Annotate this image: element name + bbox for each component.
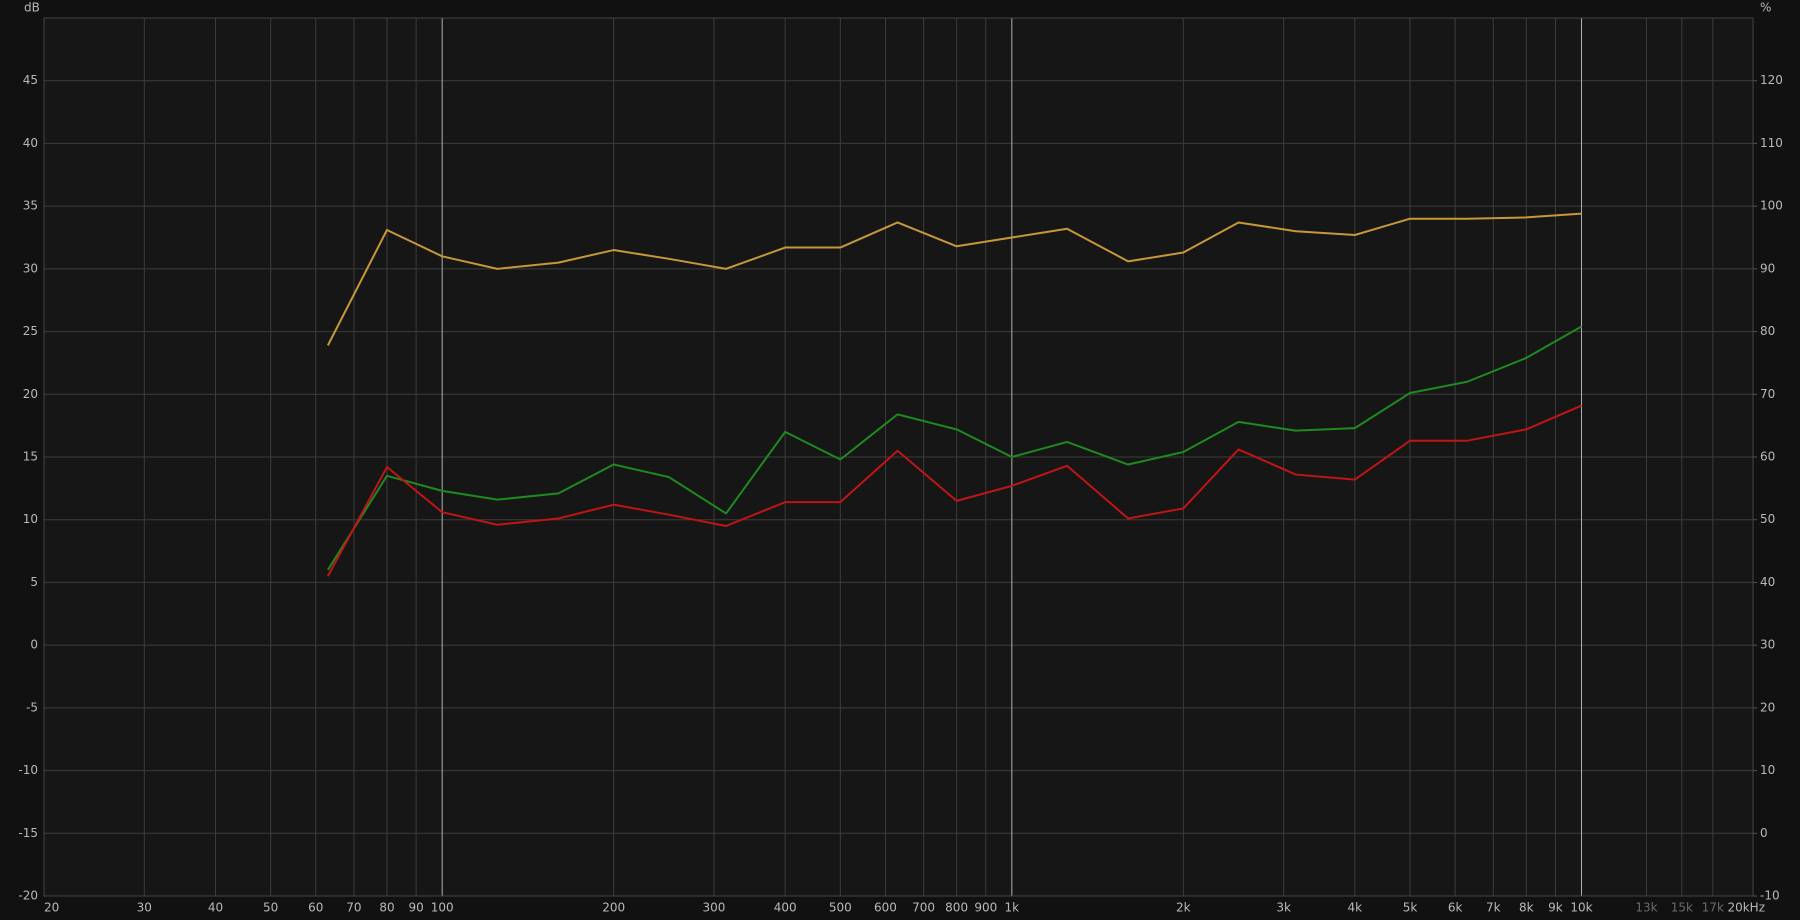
x-tick-label: 17k	[1702, 901, 1724, 915]
y-tick-label: 40	[23, 136, 38, 150]
x-tick-label: 50	[263, 901, 278, 915]
x-tick-label: 7k	[1486, 901, 1501, 915]
x-tick-label: 500	[829, 901, 852, 915]
x-tick-label: 800	[945, 901, 968, 915]
series-line	[326, 404, 1582, 577]
y2-tick-label: 80	[1760, 324, 1775, 338]
x-tick-label: 200	[602, 901, 625, 915]
y2-tick-label: 100	[1760, 199, 1783, 213]
x-tick-label: 100	[431, 901, 454, 915]
x-tick-label: 1k	[1005, 901, 1020, 915]
x-tick-label: 70	[346, 901, 361, 915]
y2-tick-label: 90	[1760, 261, 1775, 275]
x-tick-label: 400	[774, 901, 797, 915]
x-tick-label: 900	[974, 901, 997, 915]
y2-tick-label: 110	[1760, 136, 1783, 150]
y-tick-label: 20	[23, 387, 38, 401]
y-tick-label: 25	[23, 324, 38, 338]
x-tick-label: 40	[208, 901, 223, 915]
x-tick-label: 9k	[1548, 901, 1563, 915]
x-tick-label: 13k	[1635, 901, 1657, 915]
x-tick-label: 3k	[1276, 901, 1291, 915]
series-line	[326, 212, 1582, 346]
x-tick-label: 2k	[1176, 901, 1191, 915]
series-line	[327, 325, 1583, 571]
x-tick-label: 60	[308, 901, 323, 915]
y-tick-label: -15	[18, 826, 38, 840]
x-tick-label: 300	[703, 901, 726, 915]
y-tick-label: -20	[18, 889, 38, 903]
y-tick-label: -5	[26, 700, 38, 714]
y2-tick-label: 70	[1760, 387, 1775, 401]
y2-tick-label: 50	[1760, 512, 1775, 526]
y2-tick-label: 60	[1760, 450, 1775, 464]
x-tick-label: 700	[912, 901, 935, 915]
y-tick-label: 35	[23, 199, 38, 213]
x-tick-label: 15k	[1671, 901, 1693, 915]
y-tick-label: 30	[23, 261, 38, 275]
x-tick-label: 10k	[1570, 901, 1592, 915]
x-tick-label: 600	[874, 901, 897, 915]
y2-tick-label: -10	[1760, 889, 1780, 903]
x-tick-label: 20kHz	[1727, 901, 1765, 915]
x-tick-label: 4k	[1348, 901, 1363, 915]
y2-tick-label: 10	[1760, 763, 1775, 777]
y2-tick-label: 40	[1760, 575, 1775, 589]
y2-axis-label: %	[1760, 1, 1771, 15]
x-tick-label: 30	[137, 901, 152, 915]
x-tick-label: 6k	[1448, 901, 1463, 915]
x-tick-label: 90	[408, 901, 423, 915]
y-axis-label: dB	[24, 1, 40, 15]
y2-tick-label: 0	[1760, 826, 1768, 840]
x-tick-label: 8k	[1519, 901, 1534, 915]
x-tick-label: 80	[379, 901, 394, 915]
y2-tick-label: 120	[1760, 73, 1783, 87]
y2-tick-label: 30	[1760, 638, 1775, 652]
plot-border	[43, 17, 1754, 897]
y-tick-label: 10	[23, 512, 38, 526]
y-tick-label: -10	[18, 763, 38, 777]
y2-tick-label: 20	[1760, 700, 1775, 714]
y-tick-label: 15	[23, 450, 38, 464]
x-tick-label: 5k	[1403, 901, 1418, 915]
y-tick-label: 45	[23, 73, 38, 87]
y-tick-label: 0	[30, 638, 38, 652]
y-tick-label: 5	[30, 575, 38, 589]
x-tick-label: 20	[44, 901, 59, 915]
